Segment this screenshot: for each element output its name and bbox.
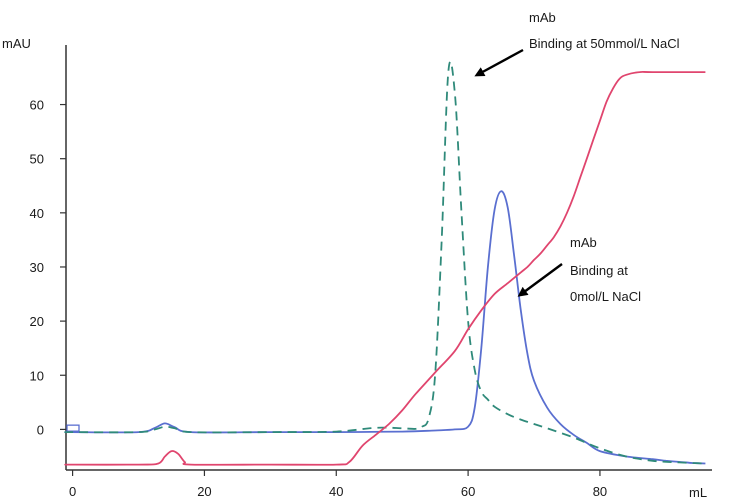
y-tick-label: 30 [30,260,44,275]
annotation-mid-arrow [517,263,563,297]
annotation-mid-line-1: mAb [570,235,597,250]
baseline-start-marker [66,424,80,432]
y-tick-label: 40 [30,206,44,221]
series-line-mab_0mol_nacl [64,190,706,465]
x-tick-label: 60 [461,484,475,499]
x-axis-ticks: 0 20 40 60 80 [69,470,607,499]
annotation-top: mAb Binding at 50mmol/L NaCl [474,10,680,77]
plot-axes [65,45,712,471]
x-tick-label: 80 [593,484,607,499]
y-tick-label: 10 [30,368,44,383]
y-axis-ticks: 0 10 20 30 40 50 60 [30,98,66,437]
series-line-mab_50mmol_nacl [64,60,706,465]
series-line-nacl_gradient [64,70,706,466]
y-tick-label: 20 [30,314,44,329]
x-unit-label: mL [689,485,707,499]
x-tick-label: 0 [69,484,76,499]
annotation-mid-line-2: Binding at [570,263,628,278]
annotation-top-line-2: Binding at 50mmol/L NaCl [529,36,680,51]
y-unit-label: mAU [2,36,31,51]
x-tick-label: 40 [329,484,343,499]
y-tick-label: 50 [30,152,44,167]
series-layer [64,60,706,466]
annotation-top-arrow [474,48,524,77]
annotation-top-line-1: mAb [529,10,556,25]
annotation-mid-line-3: 0mol/L NaCl [570,289,641,304]
y-tick-label: 0 [37,422,44,437]
annotation-mid: mAb Binding at 0mol/L NaCl [517,235,641,304]
y-tick-label: 60 [30,98,44,113]
x-tick-label: 20 [197,484,211,499]
